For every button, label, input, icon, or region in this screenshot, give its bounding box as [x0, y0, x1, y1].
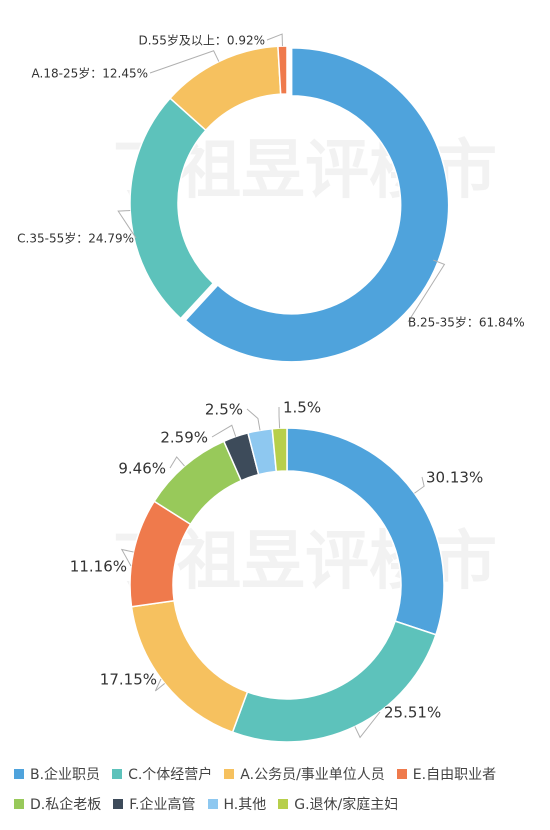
legend-label: H.其他 [223, 797, 267, 813]
legend-swatch [113, 799, 124, 809]
legend-swatch [207, 799, 218, 809]
legend-swatch [278, 799, 289, 809]
slice-label: 2.59% [160, 429, 208, 447]
slice-label: C.35-55岁：24.79% [17, 231, 134, 246]
legend-swatch [14, 769, 24, 779]
legend-item: D.私企老板 [14, 794, 101, 814]
legend-item: E.自由职业者 [396, 764, 497, 784]
leader-line [117, 210, 137, 239]
slice-label: 1.5% [283, 399, 321, 417]
legend-label: D.私企老板 [30, 797, 102, 813]
legend-label: A.公务员/事业单位人员 [240, 767, 385, 783]
slice-label: 25.51% [384, 704, 441, 722]
legend-label: B.企业职员 [30, 767, 101, 783]
leader-line [266, 33, 283, 47]
leader-line [354, 711, 381, 739]
leader-line [211, 424, 237, 438]
leader-line [149, 50, 220, 74]
leader-line [414, 476, 425, 494]
leader-line [120, 548, 134, 567]
slice-label: 30.13% [426, 469, 483, 487]
slice-label: 17.15% [100, 671, 157, 689]
legend-label: F.企业高管 [129, 797, 196, 813]
slice-label: 11.16% [70, 558, 127, 576]
legend-swatch [14, 799, 24, 809]
legend-swatch [396, 769, 407, 779]
legend-item: G.退休/家庭主妇 [278, 794, 398, 814]
slice-label: B.25-35岁：61.84% [408, 315, 525, 330]
pie-slice [277, 45, 288, 95]
legend-item: C.个体经营户 [112, 764, 212, 784]
leader-line [246, 408, 261, 431]
slice-label: D.55岁及以上：0.92% [139, 33, 265, 48]
legend-item: A.公务员/事业单位人员 [224, 764, 385, 784]
leader-line [154, 678, 166, 692]
legend-row-1: B.企业职员 C.个体经营户 A.公务员/事业单位人员 E.自由职业者 [14, 764, 544, 784]
leader-line [169, 456, 185, 469]
slice-label: 2.5% [205, 401, 243, 419]
legend-swatch [112, 769, 123, 779]
legend-item: H.其他 [207, 794, 267, 814]
pie-slice [129, 97, 215, 320]
slice-label: 9.46% [118, 460, 166, 478]
pie-slice [130, 599, 249, 734]
pie-slice [271, 427, 288, 473]
legend-label: C.个体经营户 [128, 767, 213, 783]
legend-item: F.企业高管 [113, 794, 196, 814]
legend-label: G.退休/家庭主妇 [294, 797, 399, 813]
pie-slice [231, 620, 437, 743]
slice-label: A.18-25岁：12.45% [32, 66, 148, 81]
legend-swatch [224, 769, 235, 779]
pie-slice [184, 47, 450, 363]
legend-label: E.自由职业者 [412, 767, 497, 783]
legend-item: B.企业职员 [14, 764, 100, 784]
legend-row-2: D.私企老板 F.企业高管 H.其他 G.退休/家庭主妇 [14, 794, 544, 814]
leader-line [407, 259, 446, 323]
charts-canvas: 丁祖昱评楼市丁祖昱评楼市B.25-35岁：61.84%C.35-55岁：24.7… [17, 33, 525, 743]
leader-line [278, 406, 281, 429]
